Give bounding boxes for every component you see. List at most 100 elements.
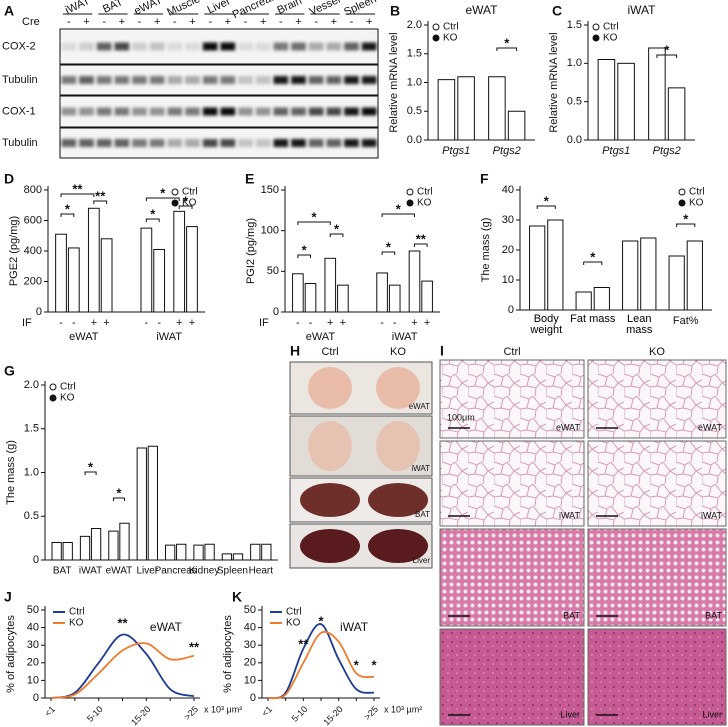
x-tick-label: Lean mass: [626, 314, 653, 336]
photo-label: BAT: [415, 510, 430, 519]
blot-band: [344, 76, 359, 84]
bar: [79, 535, 91, 561]
blot-band: [132, 76, 147, 84]
y-tick-label: 0: [33, 692, 39, 704]
blot-band: [61, 107, 77, 116]
bar: [622, 240, 639, 311]
blot-band: [238, 76, 253, 84]
legend-marker: [406, 199, 414, 207]
x-tick-label: Ptgs1: [602, 145, 630, 157]
chart-title: eWAT: [150, 620, 183, 634]
tissue-shape: [368, 529, 428, 563]
blot-band: [220, 107, 236, 116]
y-tick-label: 0.5: [567, 96, 582, 108]
significance-bracket: [536, 205, 556, 209]
blot-band: [202, 42, 218, 51]
x-row-label: IF: [22, 317, 32, 329]
blot-band: [220, 139, 236, 147]
x-row-value: +: [176, 317, 182, 329]
blot-band: [79, 139, 94, 147]
x-row-value: -: [157, 317, 161, 329]
group-label: eWAT: [306, 331, 336, 343]
blot-band: [185, 76, 200, 84]
bar: [667, 87, 686, 141]
x-tick-label: >25: [182, 704, 200, 722]
blot-band: [61, 42, 77, 51]
cre-sign: -: [138, 16, 142, 28]
cre-sign: -: [173, 16, 177, 28]
x-tick-label: iWAT: [79, 566, 102, 577]
y-tick-label: 100: [261, 225, 279, 237]
tissue-label: Pancreas: [231, 0, 279, 21]
legend-label: Ctrl: [286, 607, 302, 618]
y-tick-label: 10: [502, 274, 514, 286]
micrograph: [587, 528, 727, 627]
significance-bracket: [496, 47, 518, 51]
tissue-label: Muscle: [165, 0, 202, 19]
x-tick-label-box: Fat mass: [570, 314, 615, 325]
tissue-shape: [368, 483, 428, 517]
x-row-value: -: [59, 317, 63, 329]
bar: [62, 542, 73, 561]
legend-marker: [49, 394, 57, 402]
legend-label: KO: [286, 618, 301, 629]
blot-band: [202, 139, 218, 147]
blot-band: [273, 107, 289, 116]
y-tick-label: 10: [244, 674, 256, 686]
legend-marker: [592, 23, 600, 31]
bar: [136, 447, 147, 561]
legend-marker: [171, 188, 179, 196]
scale-bar-label: 100μm: [447, 412, 475, 422]
significance-label: **: [189, 639, 200, 654]
significance-bracket: [60, 193, 95, 197]
blot-strip: [59, 28, 379, 65]
significance-label: *: [116, 485, 122, 500]
y-tick-label: 1.5: [24, 423, 39, 435]
x-tick-label: 5-10: [290, 704, 310, 724]
blot-band: [291, 76, 306, 84]
cre-sign: +: [331, 16, 337, 28]
micrograph: [439, 528, 585, 627]
y-tick-label: 200: [24, 275, 42, 287]
tissue-shape: [376, 367, 420, 409]
column-label: KO: [649, 346, 665, 358]
bar: [153, 248, 166, 313]
significance-label: **: [95, 188, 106, 203]
x-tick-label: <1: [43, 704, 57, 718]
bar: [686, 240, 703, 311]
significance-bracket: [413, 243, 428, 247]
blot-band: [149, 76, 165, 84]
panel-label: I: [440, 343, 444, 359]
bar: [421, 280, 433, 313]
y-tick-label: 1.5: [567, 19, 582, 31]
x-tick-label: Kidney: [189, 566, 220, 577]
panel-label: D: [4, 171, 14, 187]
bar: [488, 76, 506, 141]
legend-label: Ctrl: [689, 187, 705, 198]
bar: [304, 283, 317, 313]
significance-bracket: [381, 251, 396, 255]
y-tick-label: 1.0: [407, 76, 422, 88]
cre-sign: -: [67, 16, 71, 28]
photo-label: eWAT: [409, 402, 430, 411]
cre-sign: -: [314, 16, 318, 28]
significance-bracket: [145, 218, 160, 222]
bar: [90, 528, 102, 561]
blot-row-label: Tubulin: [2, 74, 38, 86]
bar: [437, 79, 456, 141]
bar: [186, 226, 198, 313]
panel-label: C: [552, 3, 562, 19]
blot-band: [326, 76, 342, 84]
y-tick-label: 30: [27, 639, 39, 651]
blot-band: [167, 76, 183, 84]
legend-label: KO: [69, 618, 84, 629]
blot-band: [149, 42, 165, 51]
panel-label: E: [245, 171, 254, 187]
bar: [221, 553, 233, 561]
blot-band: [132, 107, 147, 116]
y-tick-label: 800: [24, 184, 42, 196]
column-label: KO: [390, 346, 406, 358]
chart-title: iWAT: [628, 3, 657, 17]
significance-bracket: [112, 497, 125, 501]
bar: [173, 210, 186, 313]
